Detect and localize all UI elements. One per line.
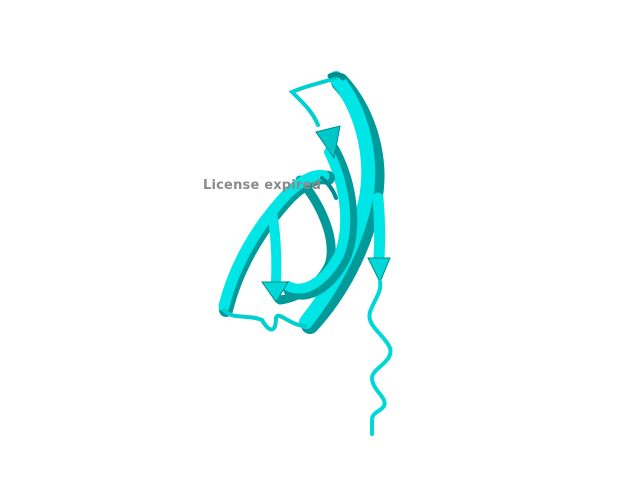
- left-beta-strand: [218, 169, 330, 312]
- right-beta-strand: [372, 192, 386, 264]
- short-beta-strand: [267, 207, 282, 287]
- inner-strand-arrowhead: [315, 125, 341, 160]
- inner-beta-strand: [283, 147, 351, 294]
- top-loop: [288, 76, 338, 127]
- c-terminal-coil: [367, 280, 393, 436]
- top-loop-tip: [327, 72, 346, 81]
- license-watermark: License expired: [203, 178, 322, 193]
- inner-beta-strand-shadow: [283, 143, 358, 300]
- outer-beta-strand: [299, 71, 376, 329]
- right-strand-arrowhead: [367, 257, 391, 284]
- short-strand-arrowhead: [261, 281, 289, 303]
- center-connector: [320, 176, 338, 200]
- bottom-loop: [222, 308, 308, 332]
